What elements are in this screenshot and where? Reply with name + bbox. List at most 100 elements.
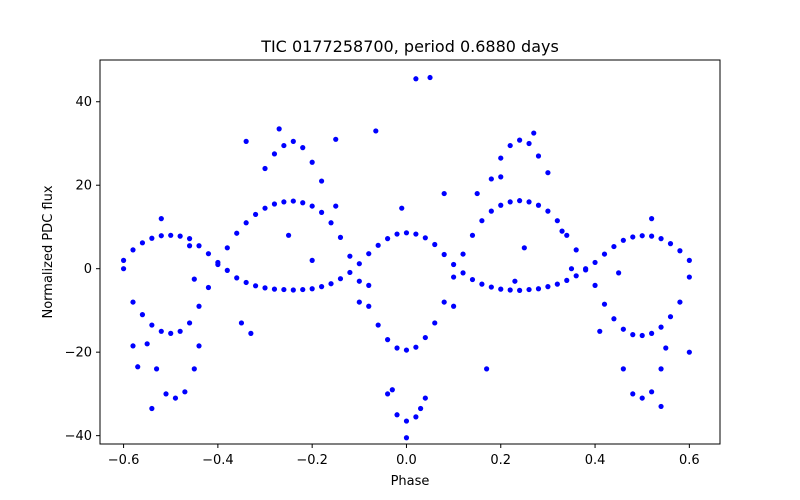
data-point — [479, 281, 485, 287]
data-point — [149, 405, 155, 412]
data-point — [620, 237, 626, 243]
y-axis-label: Normalized PDC flux — [41, 185, 56, 318]
data-point — [385, 391, 391, 397]
x-axis-ticks: −0.6 −0.4 −0.2 0.0 0.2 0.4 0.6 — [108, 444, 700, 468]
data-point — [139, 312, 146, 318]
data-point — [135, 364, 141, 370]
data-point — [153, 366, 160, 372]
data-point — [517, 287, 523, 293]
data-point — [460, 270, 466, 276]
data-point — [347, 253, 353, 259]
data-point — [658, 403, 664, 410]
data-point — [451, 274, 457, 280]
data-point — [432, 320, 438, 326]
data-point — [356, 278, 362, 284]
data-point — [564, 277, 570, 283]
data-point — [413, 414, 419, 420]
data-point — [507, 199, 513, 205]
data-point — [290, 198, 296, 204]
data-point — [252, 211, 259, 218]
data-point — [488, 208, 494, 214]
data-point — [158, 216, 164, 222]
data-point — [413, 344, 419, 350]
data-point — [271, 201, 278, 207]
data-point — [413, 76, 419, 82]
data-point — [205, 251, 212, 257]
data-point — [521, 245, 527, 251]
data-point — [300, 286, 306, 293]
data-point — [243, 279, 249, 286]
data-point — [290, 287, 296, 293]
data-point — [158, 328, 164, 334]
data-point — [663, 345, 669, 351]
data-point — [281, 286, 287, 293]
data-point — [205, 284, 212, 291]
y-tick-label: −20 — [65, 346, 92, 361]
data-point — [422, 334, 428, 341]
data-point — [366, 282, 372, 288]
data-point — [507, 287, 513, 293]
data-point — [535, 202, 542, 208]
data-point — [399, 205, 405, 211]
data-point — [512, 278, 518, 284]
data-point — [177, 328, 183, 334]
data-point — [460, 251, 466, 257]
data-point — [592, 282, 598, 288]
data-point — [649, 216, 655, 222]
data-point — [474, 190, 480, 197]
chart-title: TIC 0177258700, period 0.6880 days — [260, 37, 559, 56]
data-point — [224, 245, 230, 251]
data-point — [441, 190, 447, 197]
x-tick-label: 0.0 — [396, 453, 417, 468]
data-point — [389, 387, 395, 393]
data-point — [620, 326, 626, 332]
data-point — [300, 200, 306, 206]
data-point — [271, 151, 278, 157]
data-point — [573, 273, 579, 279]
data-point — [186, 320, 193, 326]
data-point — [375, 322, 381, 328]
data-point — [373, 128, 379, 134]
data-point — [215, 261, 221, 268]
data-point — [120, 257, 127, 263]
x-tick-label: 0.4 — [585, 453, 606, 468]
data-point — [564, 232, 570, 238]
data-point — [559, 228, 565, 234]
data-point — [526, 286, 532, 293]
data-point — [639, 332, 645, 339]
data-point — [172, 395, 179, 401]
data-point — [168, 232, 174, 238]
data-point — [333, 136, 339, 142]
data-point — [517, 137, 523, 143]
data-point — [649, 389, 655, 395]
data-point — [451, 261, 457, 268]
data-point — [658, 236, 664, 242]
data-point — [182, 389, 188, 395]
data-point — [271, 286, 278, 292]
data-point — [130, 343, 136, 349]
data-point — [309, 203, 315, 209]
data-point — [163, 391, 169, 397]
data-point — [545, 208, 551, 214]
data-point — [686, 257, 692, 263]
data-point — [394, 412, 400, 418]
data-point — [285, 232, 292, 238]
data-point — [507, 142, 513, 149]
data-point — [630, 234, 636, 240]
data-point — [158, 233, 164, 239]
data-point — [252, 283, 259, 289]
data-point — [573, 247, 579, 253]
data-point — [667, 314, 674, 320]
data-point — [243, 220, 249, 226]
data-point — [469, 232, 476, 238]
data-point — [366, 251, 372, 257]
data-point — [526, 199, 532, 205]
data-point — [385, 337, 391, 343]
data-point — [333, 203, 339, 209]
data-point — [658, 366, 664, 372]
data-point — [568, 266, 575, 272]
data-point — [677, 299, 683, 305]
data-point — [686, 349, 692, 355]
data-point — [248, 330, 254, 336]
